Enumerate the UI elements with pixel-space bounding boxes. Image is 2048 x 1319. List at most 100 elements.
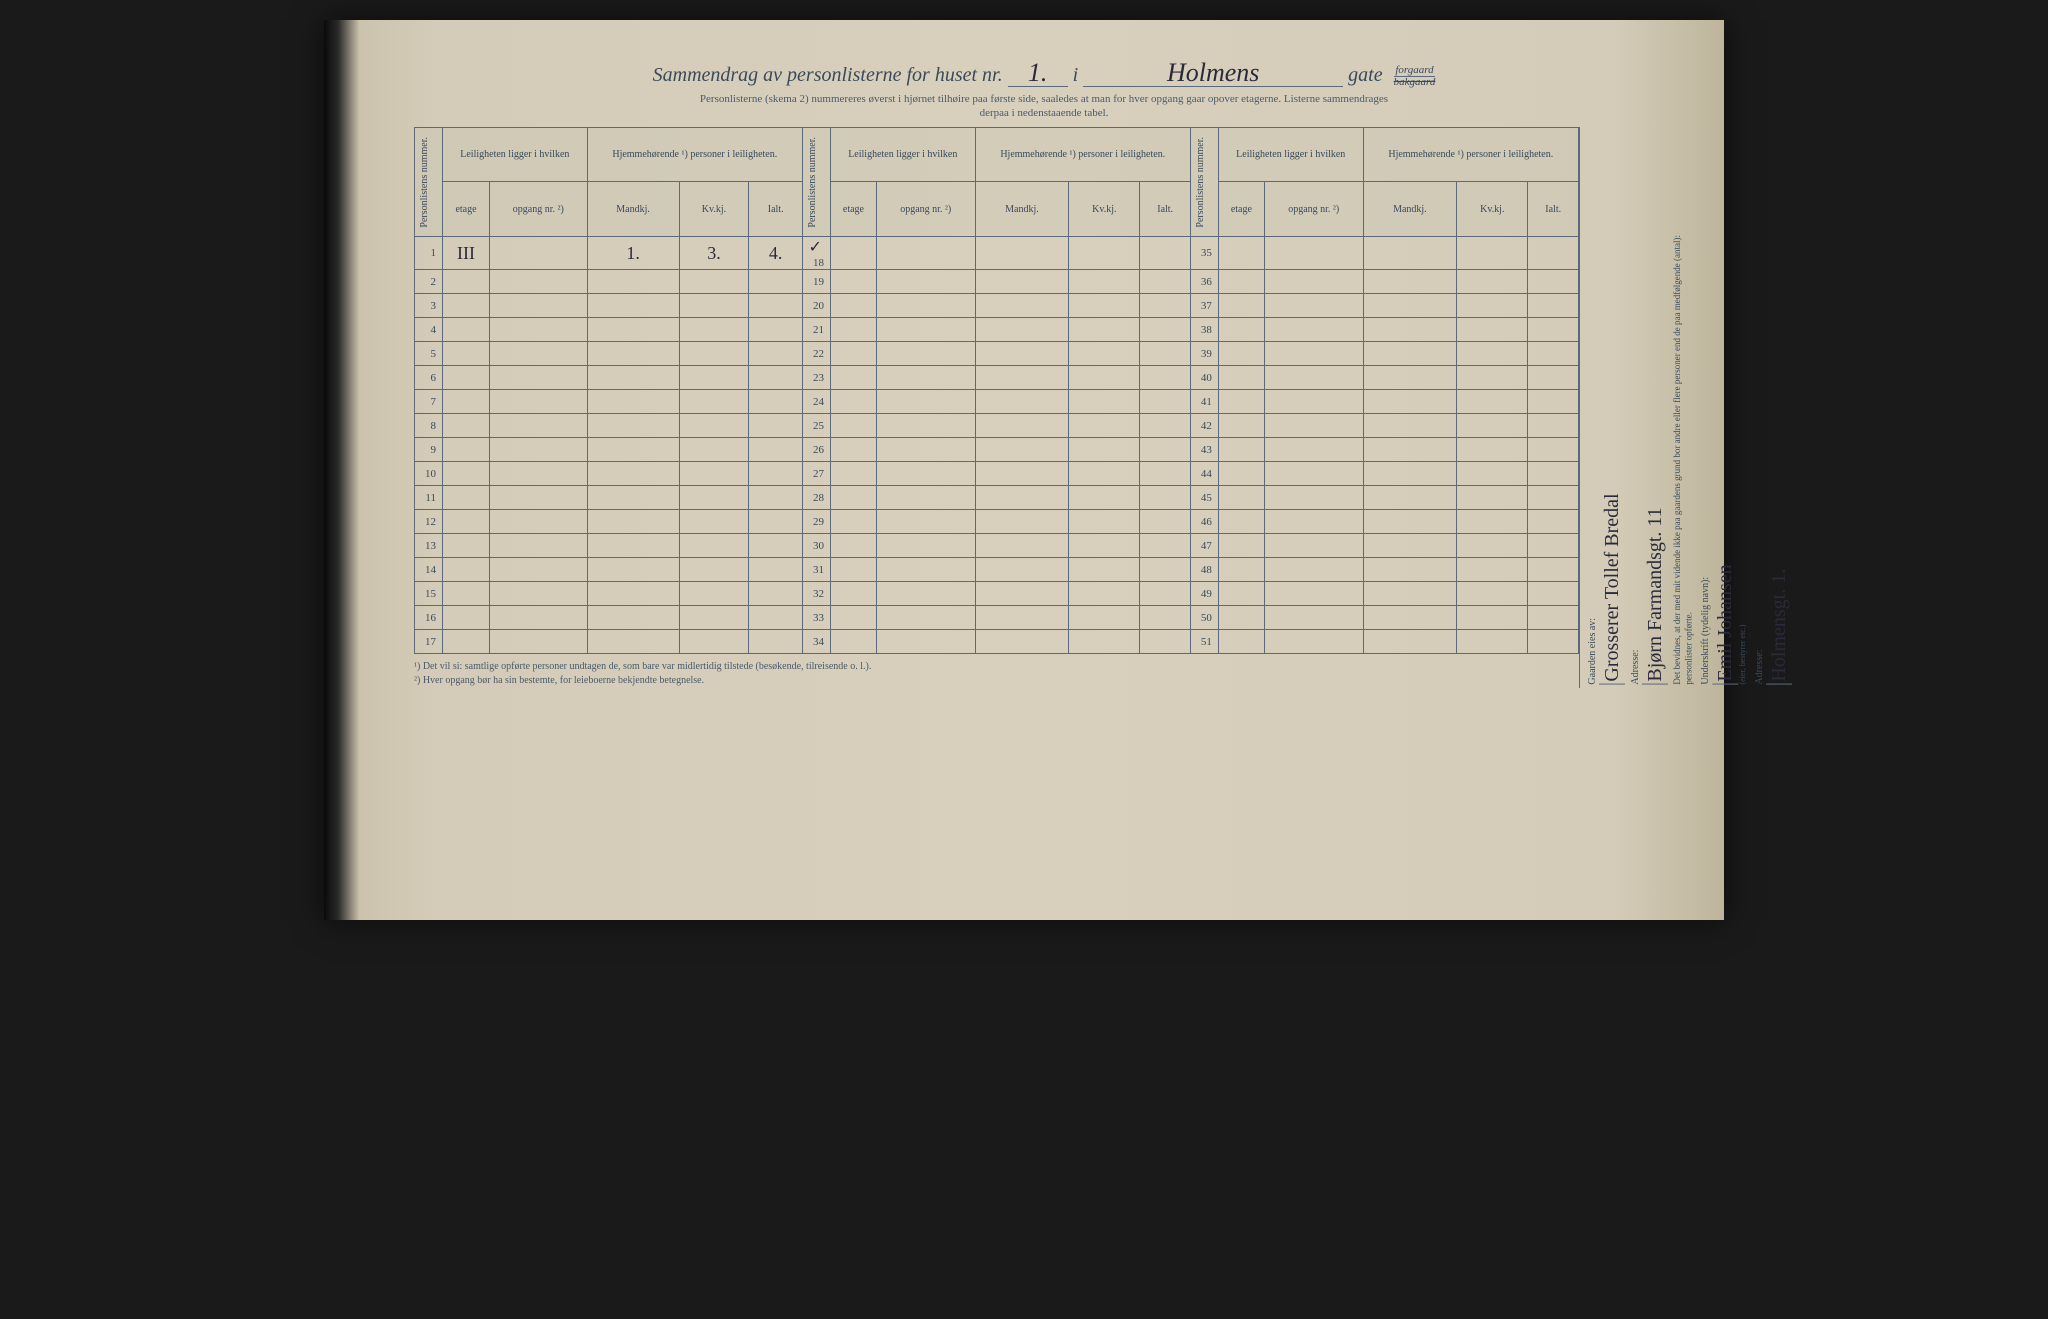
empty-cell — [1264, 342, 1363, 366]
gate-name-value: Holmens — [1083, 60, 1343, 87]
footnotes: ¹) Det vil si: samtlige opførte personer… — [414, 660, 1579, 688]
empty-cell — [1264, 462, 1363, 486]
empty-cell — [1140, 510, 1191, 534]
row-num-cell: 48 — [1190, 558, 1218, 582]
empty-cell — [1069, 558, 1140, 582]
empty-cell — [1140, 390, 1191, 414]
census-table: Personlistens nummer. Leiligheten ligger… — [414, 127, 1579, 655]
col-opgang-3: opgang nr. ²) — [1264, 182, 1363, 237]
col-leiligheten-2: Leiligheten ligger i hvilken — [830, 127, 975, 182]
empty-cell — [830, 486, 876, 510]
empty-cell — [587, 558, 679, 582]
col-kvkj-1: Kv.kj. — [679, 182, 749, 237]
empty-cell — [1140, 366, 1191, 390]
col-ialt-1: Ialt. — [749, 182, 803, 237]
empty-cell — [679, 414, 749, 438]
empty-cell — [1264, 390, 1363, 414]
row-num-cell: 20 — [802, 294, 830, 318]
col-personlistens-2: Personlistens nummer. — [805, 131, 820, 234]
empty-cell — [443, 486, 490, 510]
empty-cell — [587, 582, 679, 606]
table-row: 92643 — [415, 438, 1579, 462]
empty-cell — [443, 270, 490, 294]
footnote-2: ²) Hver opgang bør ha sin bestemte, for … — [414, 674, 1579, 688]
empty-cell — [490, 606, 588, 630]
empty-cell — [1528, 438, 1579, 462]
row-num-cell: 28 — [802, 486, 830, 510]
row-num-cell: 36 — [1190, 270, 1218, 294]
col-ialt-2: Ialt. — [1140, 182, 1191, 237]
empty-cell — [830, 630, 876, 654]
empty-cell — [490, 294, 588, 318]
empty-cell — [1457, 606, 1528, 630]
empty-cell — [1069, 366, 1140, 390]
empty-cell — [679, 318, 749, 342]
empty-cell — [490, 582, 588, 606]
underskrift-value: Emil Johansen — [1712, 131, 1738, 685]
row-num-cell: 47 — [1190, 534, 1218, 558]
empty-cell — [830, 342, 876, 366]
empty-cell — [1069, 270, 1140, 294]
empty-cell — [1264, 270, 1363, 294]
empty-cell — [1140, 318, 1191, 342]
empty-cell — [1457, 270, 1528, 294]
empty-cell — [1264, 294, 1363, 318]
empty-cell — [830, 462, 876, 486]
row-num-cell: 8 — [415, 414, 443, 438]
title-line: Sammendrag av personlisterne for huset n… — [414, 60, 1674, 88]
empty-cell — [1457, 294, 1528, 318]
col-mandkj-3: Mandkj. — [1363, 182, 1457, 237]
empty-cell — [1264, 510, 1363, 534]
empty-cell — [1264, 630, 1363, 654]
empty-cell — [1069, 534, 1140, 558]
empty-cell — [1218, 486, 1264, 510]
table-row: 52239 — [415, 342, 1579, 366]
empty-cell — [587, 534, 679, 558]
empty-cell — [876, 486, 975, 510]
adresse1-label: Adresse: — [1629, 131, 1642, 685]
empty-cell — [1069, 630, 1140, 654]
right-col-sign: Underskrift (tydelig navn): Emil Johanse… — [1697, 127, 1750, 689]
empty-cell — [975, 438, 1069, 462]
empty-cell — [876, 390, 975, 414]
empty-cell — [1528, 270, 1579, 294]
empty-cell — [1457, 462, 1528, 486]
empty-cell — [975, 558, 1069, 582]
row-num-cell: 21 — [802, 318, 830, 342]
table-row: 133047 — [415, 534, 1579, 558]
row-num-cell: 4 — [415, 318, 443, 342]
row-num-cell: 12 — [415, 510, 443, 534]
empty-cell — [749, 558, 803, 582]
empty-cell — [1264, 414, 1363, 438]
empty-cell — [443, 390, 490, 414]
empty-cell — [1528, 558, 1579, 582]
empty-cell — [830, 582, 876, 606]
empty-cell — [1218, 438, 1264, 462]
gate-fraction: forgaard bakgaard — [1394, 65, 1436, 88]
table-body: 1III1.3.4.✓ 1835219363203742138522396234… — [415, 237, 1579, 654]
subtitle-2: derpaa i nedenstaaende tabel. — [414, 106, 1674, 120]
row-num-cell: 19 — [802, 270, 830, 294]
table-area: Personlistens nummer. Leiligheten ligger… — [414, 127, 1579, 689]
i-label: i — [1073, 64, 1079, 86]
header: Sammendrag av personlisterne for huset n… — [414, 60, 1674, 121]
empty-cell — [1363, 237, 1457, 270]
row-num-cell: 11 — [415, 486, 443, 510]
empty-cell — [490, 486, 588, 510]
empty-cell — [490, 630, 588, 654]
empty-cell — [1140, 486, 1191, 510]
col-personlistens-1: Personlistens nummer. — [417, 131, 432, 234]
row-num-cell: 25 — [802, 414, 830, 438]
row-num-cell: 42 — [1190, 414, 1218, 438]
empty-cell — [975, 582, 1069, 606]
empty-cell — [679, 294, 749, 318]
empty-cell — [443, 534, 490, 558]
empty-cell — [975, 390, 1069, 414]
empty-cell — [1069, 390, 1140, 414]
empty-cell — [876, 414, 975, 438]
empty-cell — [1069, 510, 1140, 534]
empty-cell — [587, 318, 679, 342]
row-num-cell: 14 — [415, 558, 443, 582]
row-num-cell: 49 — [1190, 582, 1218, 606]
empty-cell — [830, 294, 876, 318]
